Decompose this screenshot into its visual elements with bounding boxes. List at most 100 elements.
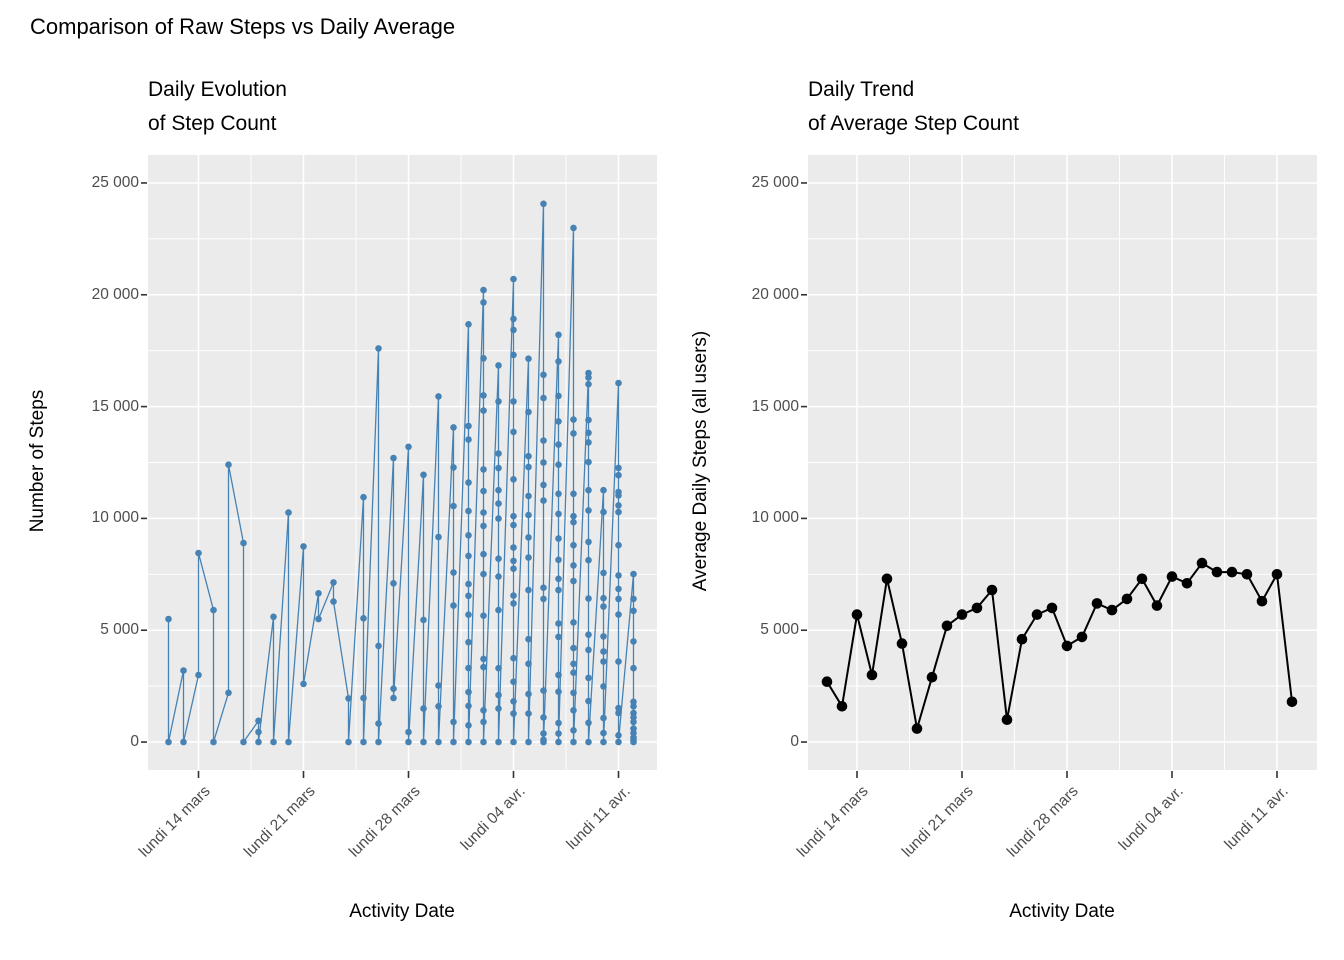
raw-steps-point (630, 664, 637, 672)
raw-steps-point (465, 580, 472, 588)
raw-steps-point (555, 392, 562, 400)
raw-steps-point (555, 730, 562, 737)
raw-steps-point (555, 738, 562, 746)
raw-steps-point (480, 663, 487, 671)
raw-steps-point (570, 689, 577, 697)
raw-steps-point (480, 407, 487, 414)
average-steps-series (821, 557, 1298, 734)
raw-steps-point (450, 464, 457, 471)
raw-steps-point (540, 738, 547, 746)
raw-steps-point (510, 275, 517, 283)
raw-steps-point (570, 738, 577, 746)
raw-steps-point (300, 680, 307, 688)
raw-steps-point (570, 660, 577, 668)
raw-steps-point (450, 602, 457, 609)
raw-steps-point (510, 326, 517, 334)
average-steps-point (1106, 604, 1118, 616)
raw-steps-point (615, 471, 622, 479)
raw-steps-point (510, 565, 517, 572)
raw-steps-point (465, 552, 472, 560)
raw-steps-point (465, 479, 472, 486)
raw-steps-point (585, 507, 592, 514)
right-x-axis-title: Activity Date (1009, 901, 1115, 922)
average-steps-point (956, 609, 968, 620)
raw-steps-point (420, 471, 427, 479)
y-tick-label: 5 000 (760, 621, 799, 639)
raw-steps-point (585, 458, 592, 466)
raw-steps-point (465, 664, 472, 672)
raw-steps-point (525, 690, 532, 698)
raw-steps-point (555, 556, 562, 564)
raw-steps-point (285, 738, 292, 746)
raw-steps-point (540, 200, 547, 208)
raw-steps-point (585, 374, 592, 381)
raw-steps-point (570, 518, 577, 526)
raw-steps-point (255, 728, 262, 736)
raw-steps-point (600, 658, 607, 665)
raw-steps-point (435, 393, 442, 400)
average-steps-point (1211, 566, 1223, 578)
raw-steps-point (570, 669, 577, 676)
raw-steps-point (585, 486, 592, 494)
raw-steps-point (495, 573, 502, 580)
raw-steps-point (540, 730, 547, 737)
raw-steps-point (255, 717, 262, 725)
raw-steps-point (555, 418, 562, 425)
raw-steps-point (465, 422, 472, 430)
average-steps-point (821, 676, 833, 687)
raw-steps-point (435, 738, 442, 746)
raw-steps-point (585, 631, 592, 638)
raw-steps-point (525, 710, 532, 717)
average-steps-point (896, 638, 908, 649)
raw-steps-point (555, 358, 562, 365)
raw-steps-point (240, 738, 247, 746)
raw-steps-point (510, 557, 517, 565)
raw-steps-point (600, 729, 607, 737)
raw-steps-point (555, 688, 562, 695)
average-steps-point (986, 584, 998, 596)
raw-steps-point (195, 549, 202, 557)
raw-steps-point (510, 654, 517, 662)
raw-steps-point (465, 507, 472, 515)
raw-steps-point (600, 714, 607, 722)
raw-steps-point (585, 380, 592, 388)
average-steps-point (836, 701, 848, 712)
raw-steps-point (420, 705, 427, 712)
raw-steps-point (570, 430, 577, 437)
raw-steps-point (615, 502, 622, 509)
y-tick-label: 25 000 (751, 173, 799, 191)
average-steps-point (911, 723, 923, 734)
raw-steps-point (435, 703, 442, 710)
raw-steps-point (480, 487, 487, 495)
average-steps-point (1151, 600, 1163, 611)
raw-steps-point (585, 738, 592, 746)
raw-steps-point (480, 738, 487, 746)
raw-steps-point (435, 533, 442, 541)
average-steps-point (1136, 573, 1148, 585)
raw-steps-point (600, 648, 607, 655)
raw-steps-point (375, 738, 382, 746)
raw-steps-point (615, 732, 622, 739)
left-chart-title-line2: of Step Count (148, 112, 277, 135)
right-y-axis-title: Average Daily Steps (all users) (690, 330, 711, 592)
y-tick-label: 10 000 (751, 509, 799, 527)
raw-steps-point (600, 633, 607, 640)
left-chart-panel (141, 155, 657, 778)
raw-steps-point (390, 685, 397, 692)
raw-steps-point (480, 570, 487, 578)
raw-steps-point (480, 707, 487, 714)
raw-steps-point (300, 543, 307, 550)
raw-steps-point (480, 509, 487, 516)
raw-steps-point (165, 615, 172, 623)
raw-steps-point (210, 738, 217, 746)
raw-steps-point (555, 490, 562, 498)
raw-steps-point (405, 443, 412, 451)
raw-steps-point (585, 595, 592, 602)
raw-steps-point (615, 464, 622, 472)
raw-steps-point (555, 671, 562, 679)
raw-steps-point (495, 450, 502, 457)
raw-steps-point (360, 615, 367, 622)
raw-steps-point (555, 441, 562, 448)
